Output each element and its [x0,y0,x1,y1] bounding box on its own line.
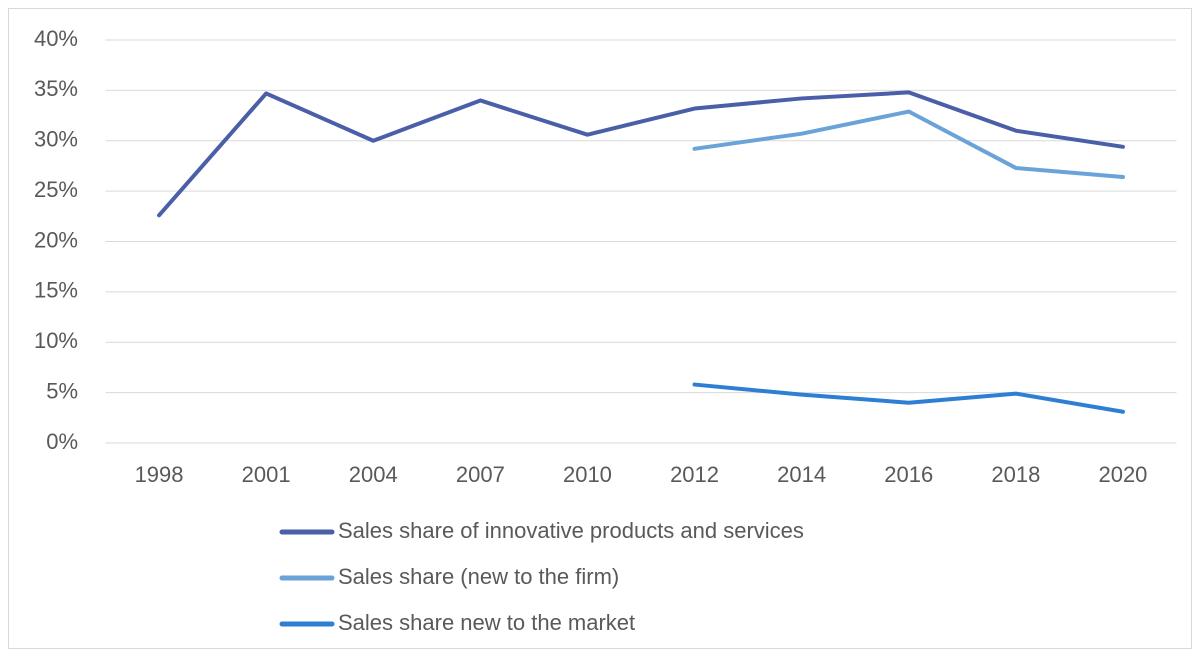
x-tick-label: 2020 [1098,462,1147,487]
x-tick-label: 2012 [670,462,719,487]
x-tick-label: 2014 [777,462,826,487]
legend-label: Sales share (new to the firm) [338,564,619,589]
data-line [692,109,1125,180]
x-tick-label: 2016 [884,462,933,487]
y-tick-label: 40% [34,26,78,51]
x-tick-label: 1998 [135,462,184,487]
legend-label: Sales share of innovative products and s… [338,518,804,543]
x-tick-label: 2004 [349,462,398,487]
x-tick-label: 2018 [991,462,1040,487]
y-tick-label: 35% [34,76,78,101]
y-tick-label: 30% [34,127,78,152]
y-tick-label: 20% [34,227,78,252]
y-tick-label: 10% [34,328,78,353]
y-tick-label: 25% [34,177,78,202]
y-tick-label: 5% [46,378,78,403]
data-line [692,382,1125,414]
y-tick-label: 0% [46,429,78,454]
x-tick-label: 2007 [456,462,505,487]
x-tick-label: 2001 [242,462,291,487]
y-tick-label: 15% [34,278,78,303]
data-line [157,90,1125,218]
chart-border [8,8,1192,649]
x-tick-label: 2010 [563,462,612,487]
legend-label: Sales share new to the market [338,610,635,635]
